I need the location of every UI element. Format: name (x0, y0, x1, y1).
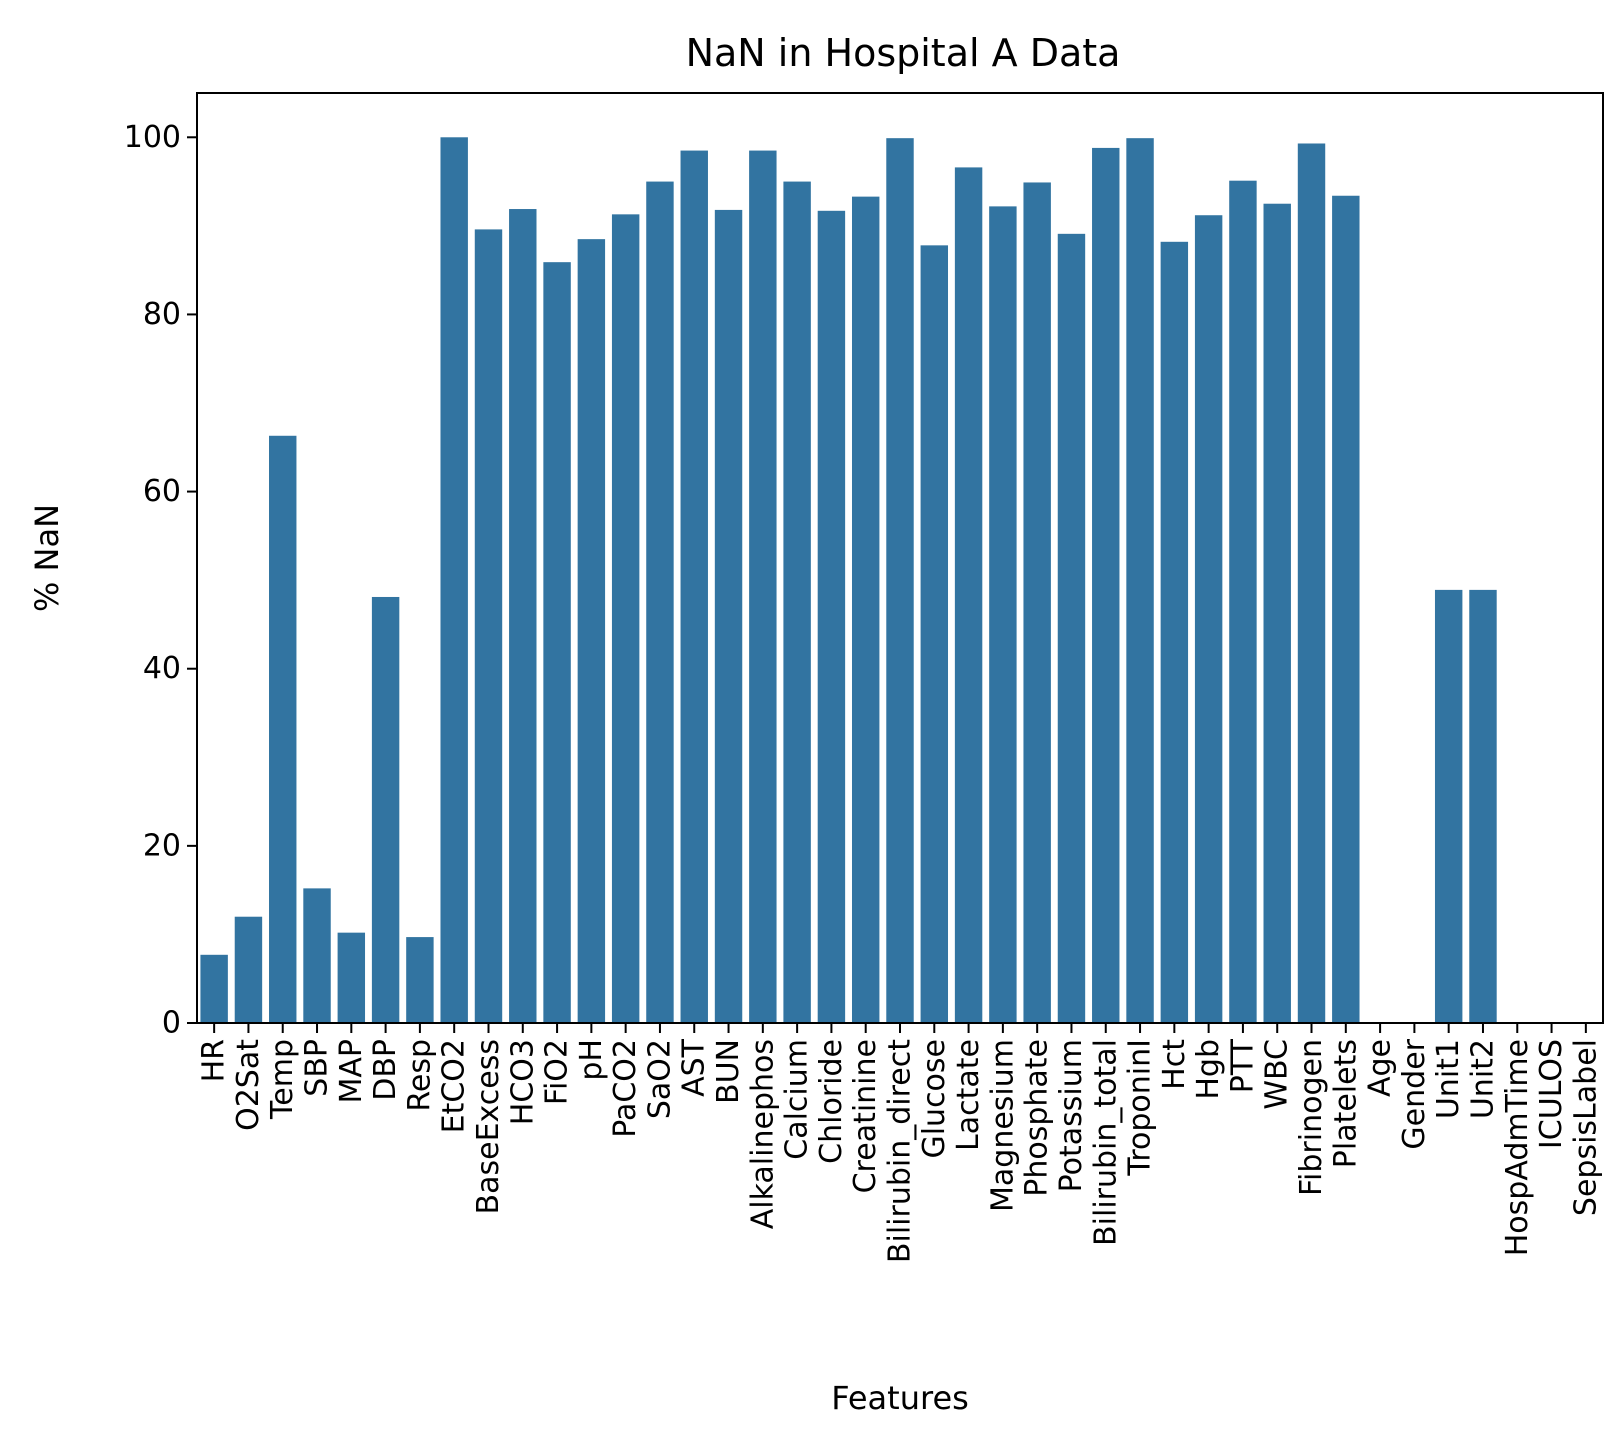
y-axis-label: % NaN (28, 504, 66, 612)
y-axis: 0 20 40 60 80 100 (124, 120, 197, 1041)
x-tick-label: Bilirubin_total (1088, 1039, 1123, 1246)
x-tick-label: FiO2 (540, 1039, 575, 1105)
bar-Temp (269, 435, 297, 1023)
x-tick-label: Glucose (917, 1039, 952, 1159)
x-tick-label: Platelets (1328, 1039, 1363, 1168)
bar-Bilirubin_direct (886, 138, 914, 1023)
x-tick-label: HR (197, 1039, 232, 1082)
bar-Phosphate (1023, 182, 1051, 1023)
bar-Calcium (783, 181, 811, 1024)
x-tick-label: pH (574, 1039, 609, 1081)
x-tick-label: Potassium (1054, 1039, 1089, 1192)
x-tick-label: MAP (334, 1039, 369, 1104)
bar-TroponinI (1126, 138, 1154, 1023)
x-tick-label: SaO2 (642, 1039, 677, 1119)
x-tick-label: Unit1 (1431, 1039, 1466, 1119)
bar-Resp (406, 937, 434, 1023)
x-tick-label: AST (677, 1038, 712, 1097)
bar-AST (680, 150, 708, 1024)
plot-frame (196, 92, 1604, 1024)
x-tick-label: Bilirubin_direct (883, 1039, 918, 1263)
x-axis: HR O2Sat Temp SBP MAP DBP Resp EtCO2 BaseExcess H… (197, 1023, 1603, 1263)
y-tick-label: 100 (124, 120, 181, 155)
bar-Chloride (817, 210, 846, 1024)
x-tick-label: Temp (265, 1039, 300, 1120)
bar-HR (200, 954, 228, 1023)
x-tick-label: Gender (1397, 1038, 1432, 1149)
bar-DBP (371, 596, 400, 1023)
bar-Platelets (1332, 195, 1360, 1023)
x-tick-label: Alkalinephos (745, 1039, 780, 1229)
x-tick-label: Chloride (814, 1039, 849, 1164)
bar-pH (577, 239, 606, 1024)
bar-Glucose (920, 245, 949, 1024)
bar-Unit2 (1469, 589, 1497, 1023)
x-tick-label: BaseExcess (471, 1039, 506, 1214)
x-axis-label: Features (831, 1379, 969, 1417)
bar-Magnesium (989, 206, 1017, 1023)
bar-MAP (337, 932, 366, 1023)
bar-Unit1 (1434, 589, 1463, 1023)
x-tick-label: Hct (1157, 1039, 1192, 1090)
x-tick-label: Unit2 (1465, 1039, 1500, 1119)
x-tick-label: SBP (300, 1039, 335, 1097)
x-tick-label: EtCO2 (437, 1039, 472, 1133)
x-tick-label: DBP (368, 1039, 403, 1101)
x-tick-label: SepsisLabel (1568, 1039, 1603, 1216)
chart-title: NaN in Hospital A Data (686, 31, 1121, 75)
x-tick-label: PaCO2 (608, 1039, 643, 1138)
y-tick-label: 40 (143, 651, 181, 686)
bar-Hgb (1194, 215, 1223, 1023)
bar-Creatinine (851, 196, 880, 1024)
bar-PTT (1229, 180, 1257, 1023)
x-tick-label: Hgb (1191, 1039, 1226, 1100)
x-tick-label: HCO3 (505, 1039, 540, 1125)
x-tick-label: O2Sat (231, 1039, 266, 1131)
bar-PaCO2 (611, 214, 640, 1024)
bar-HCO3 (509, 209, 537, 1023)
x-tick-label: HospAdmTime (1500, 1039, 1535, 1256)
bar-EtCO2 (440, 137, 468, 1024)
x-tick-label: TroponinI (1123, 1039, 1158, 1177)
x-tick-label: WBC (1260, 1039, 1295, 1110)
x-tick-label: BUN (711, 1039, 746, 1104)
bar-SBP (303, 888, 331, 1023)
bar-Hct (1160, 241, 1189, 1024)
bar-Bilirubin_total (1092, 147, 1120, 1023)
bar-FiO2 (543, 262, 571, 1024)
bar-Alkalinephos (749, 150, 777, 1024)
x-tick-label: Fibrinogen (1294, 1039, 1329, 1196)
x-tick-label: Phosphate (1020, 1039, 1055, 1197)
bar-Potassium (1057, 233, 1086, 1024)
x-tick-label: Creatinine (848, 1039, 883, 1193)
x-tick-label: Calcium (780, 1039, 815, 1160)
bar-O2Sat (234, 916, 263, 1023)
y-tick-label: 0 (162, 1006, 181, 1041)
x-tick-label: PTT (1225, 1038, 1260, 1093)
bar-WBC (1263, 203, 1291, 1023)
y-tick-label: 20 (143, 828, 181, 863)
bar-BUN (714, 209, 743, 1023)
x-tick-label: Lactate (951, 1039, 986, 1151)
y-tick-label: 60 (143, 474, 181, 509)
x-tick-label: Resp (402, 1039, 437, 1112)
y-tick-label: 80 (143, 297, 181, 332)
x-tick-label: Age (1363, 1039, 1398, 1097)
bar-BaseExcess (474, 229, 503, 1023)
bar-SaO2 (646, 181, 674, 1024)
bar-Lactate (954, 167, 983, 1023)
bars-layer (200, 137, 1497, 1024)
bar-Fibrinogen (1297, 143, 1326, 1023)
x-tick-label: Magnesium (985, 1039, 1020, 1212)
x-tick-label: ICULOS (1534, 1039, 1569, 1149)
